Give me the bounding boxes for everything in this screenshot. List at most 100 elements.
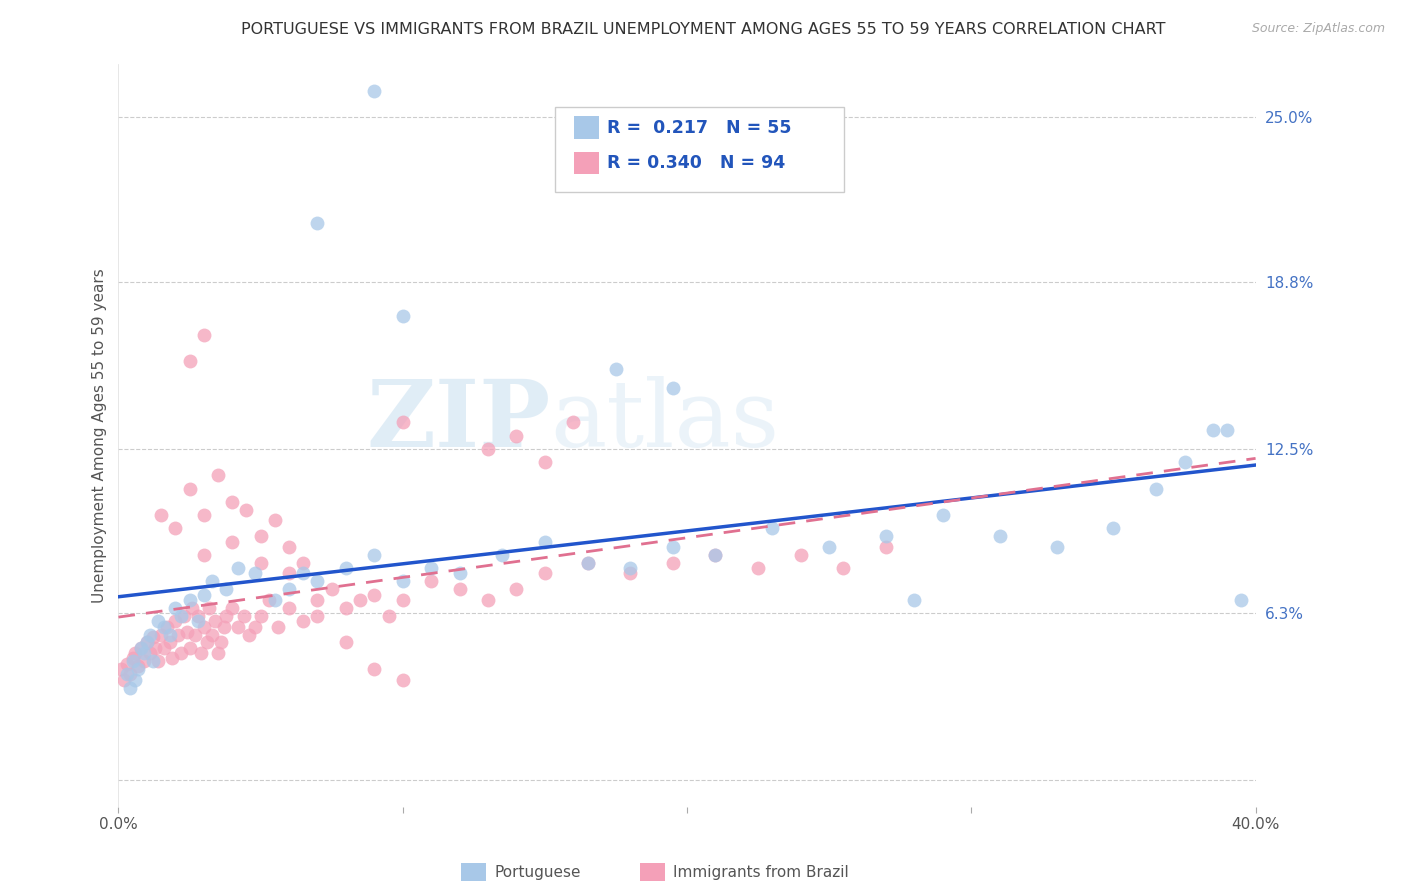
Point <box>198 601 221 615</box>
Point <box>534 455 557 469</box>
Point <box>875 529 897 543</box>
Point <box>148 654 170 668</box>
Point <box>249 529 271 543</box>
Point <box>159 635 181 649</box>
Point <box>153 640 176 655</box>
Point <box>704 548 727 562</box>
Point <box>391 415 413 429</box>
Point <box>307 574 329 589</box>
Point <box>534 566 557 581</box>
Point <box>132 654 155 668</box>
Point <box>153 619 176 633</box>
Point <box>292 614 315 628</box>
Point <box>142 654 165 668</box>
Point <box>127 662 149 676</box>
Point <box>576 556 599 570</box>
Point <box>363 588 385 602</box>
Point <box>221 534 243 549</box>
Text: Immigrants from Brazil: Immigrants from Brazil <box>673 865 849 880</box>
Point <box>118 681 141 695</box>
Point <box>391 574 413 589</box>
Point <box>534 534 557 549</box>
Point <box>363 548 385 562</box>
Point <box>278 540 301 554</box>
Point <box>179 482 201 496</box>
Point <box>818 540 841 554</box>
Point <box>292 566 315 581</box>
Point <box>505 582 527 597</box>
Point <box>173 609 195 624</box>
Point <box>1230 593 1253 607</box>
Point <box>207 646 229 660</box>
Point <box>491 548 513 562</box>
Point <box>193 619 215 633</box>
Point <box>129 640 152 655</box>
Point <box>562 415 585 429</box>
Point <box>165 601 187 615</box>
Point <box>118 667 141 681</box>
Point <box>449 566 471 581</box>
Point <box>138 627 160 641</box>
Point <box>576 556 599 570</box>
Point <box>201 574 224 589</box>
Point <box>127 659 149 673</box>
Point <box>257 593 280 607</box>
Point <box>181 601 204 615</box>
Point <box>124 646 146 660</box>
Point <box>162 651 184 665</box>
Point <box>391 673 413 687</box>
Point <box>156 619 179 633</box>
Point <box>187 614 209 628</box>
Point <box>363 662 385 676</box>
Point <box>420 574 443 589</box>
Point <box>150 627 173 641</box>
Point <box>832 561 855 575</box>
Point <box>1216 423 1239 437</box>
Point <box>204 614 226 628</box>
Point <box>142 630 165 644</box>
Point <box>195 635 218 649</box>
Point <box>243 566 266 581</box>
Point <box>115 657 138 671</box>
Point <box>988 529 1011 543</box>
Point <box>201 627 224 641</box>
Point <box>363 84 385 98</box>
Point <box>249 609 271 624</box>
Point <box>121 654 143 668</box>
Point <box>605 362 627 376</box>
Point <box>307 593 329 607</box>
Point <box>176 624 198 639</box>
Point <box>207 468 229 483</box>
Point <box>349 593 371 607</box>
Point <box>932 508 955 522</box>
Point <box>170 646 193 660</box>
Point <box>505 428 527 442</box>
Point <box>420 561 443 575</box>
Point <box>135 635 157 649</box>
Point <box>193 548 215 562</box>
Point <box>761 521 783 535</box>
Point <box>145 640 167 655</box>
Point <box>263 513 285 527</box>
Point <box>278 566 301 581</box>
Point <box>135 635 157 649</box>
Point <box>235 503 257 517</box>
Point <box>263 593 285 607</box>
Text: atlas: atlas <box>551 376 780 466</box>
Point <box>307 609 329 624</box>
Point <box>129 640 152 655</box>
Point <box>704 548 727 562</box>
Text: Portuguese: Portuguese <box>495 865 582 880</box>
Text: R =  0.217   N = 55: R = 0.217 N = 55 <box>607 119 792 136</box>
Point <box>221 601 243 615</box>
Point <box>335 561 357 575</box>
Point <box>112 673 135 687</box>
Point <box>209 635 232 649</box>
Point <box>232 609 254 624</box>
Point <box>148 614 170 628</box>
Point <box>179 640 201 655</box>
Text: PORTUGUESE VS IMMIGRANTS FROM BRAZIL UNEMPLOYMENT AMONG AGES 55 TO 59 YEARS CORR: PORTUGUESE VS IMMIGRANTS FROM BRAZIL UNE… <box>240 22 1166 37</box>
Point <box>124 673 146 687</box>
Point <box>1045 540 1067 554</box>
Point <box>193 588 215 602</box>
